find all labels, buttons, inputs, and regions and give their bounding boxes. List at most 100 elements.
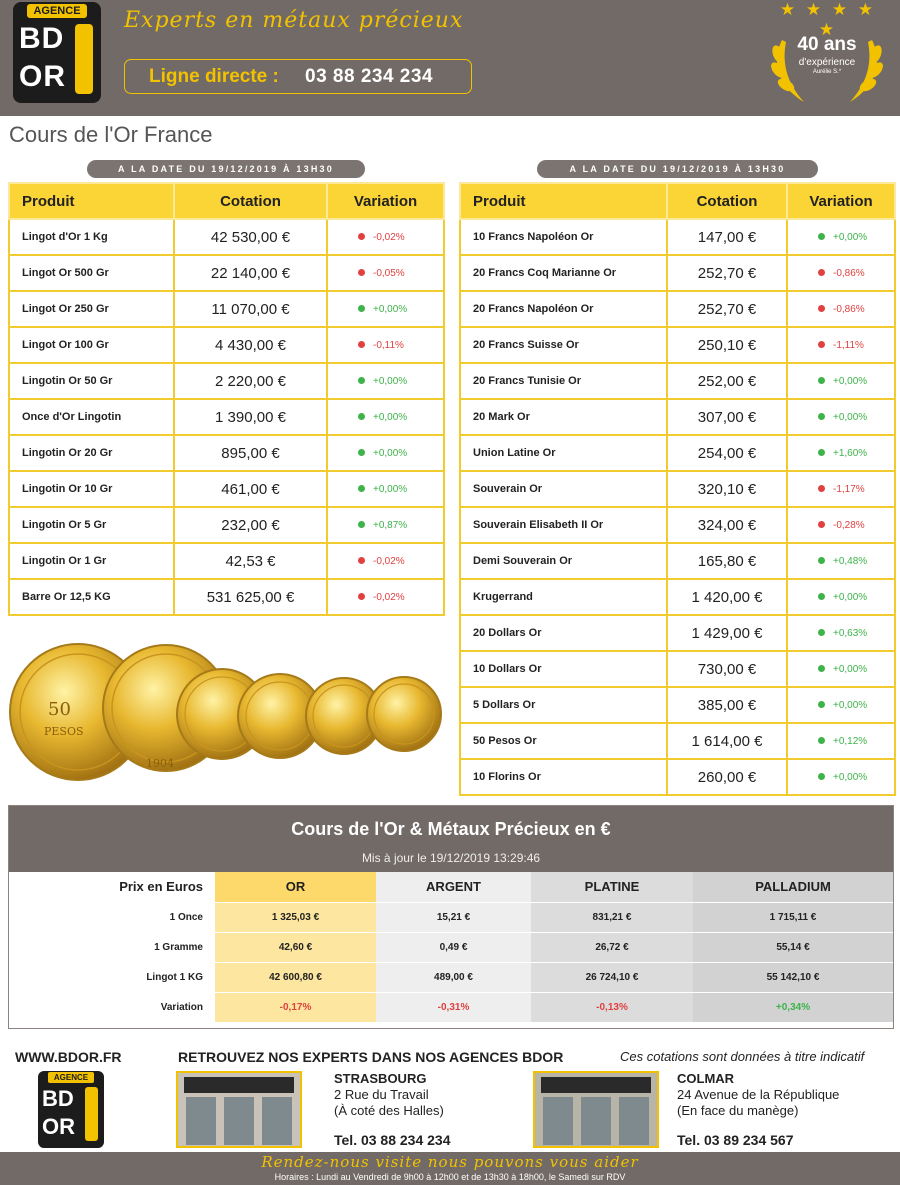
address-line: (À coté des Halles) [334, 1103, 444, 1118]
metal-price-or: 1 325,03 € [215, 902, 376, 933]
product-variation: +0,00% [786, 218, 896, 256]
metals-row: Lingot 1 KG 42 600,80 €489,00 €26 724,10 … [9, 962, 893, 993]
col-header-produit: Produit [459, 182, 668, 220]
col-header-argent: ARGENT [376, 872, 531, 903]
gold-bars-table: Produit Cotation Variation Lingot d'Or 1… [8, 182, 445, 616]
colmar-shop-photo [533, 1071, 659, 1148]
laurel-icon [771, 40, 883, 102]
logo-bd-text: BD [19, 22, 65, 55]
left-date-pill: A LA DATE DU 19/12/2019 À 13H30 [87, 160, 365, 178]
bdor-logo[interactable]: AGENCE BD OR [13, 2, 101, 103]
website-link[interactable]: WWW.BDOR.FR [15, 1049, 122, 1065]
product-variation: -0,05% [326, 254, 445, 292]
variation-value: +0,00% [833, 411, 868, 423]
product-name: 50 Pesos Or [459, 722, 668, 760]
strasbourg-shop-photo [176, 1071, 302, 1148]
col-header-cotation: Cotation [666, 182, 788, 220]
product-name: Union Latine Or [459, 434, 668, 472]
product-variation: +0,00% [786, 578, 896, 616]
metal-price-platine: 26 724,10 € [531, 962, 693, 993]
table-row: Souverain Elisabeth II Or 324,00 € -0,28% [459, 506, 896, 544]
table-row: 20 Francs Tunisie Or 252,00 € +0,00% [459, 362, 896, 400]
header-banner: AGENCE BD OR Experts en métaux précieux … [0, 0, 900, 116]
product-variation: -0,02% [326, 578, 445, 616]
variation-value: +0,48% [833, 555, 868, 567]
product-price: 307,00 € [666, 398, 788, 436]
product-variation: +0,63% [786, 614, 896, 652]
variation-value: +0,00% [833, 663, 868, 675]
product-variation: +0,00% [326, 434, 445, 472]
trend-dot-icon [818, 485, 825, 493]
opening-hours: Horaires : Lundi au Vendredi de 9h00 à 1… [274, 1172, 626, 1182]
address-line: 2 Rue du Travail [334, 1087, 429, 1102]
product-name: 5 Dollars Or [459, 686, 668, 724]
metal-price-platine: 831,21 € [531, 902, 693, 933]
col-header-prix: Prix en Euros [9, 872, 215, 903]
table-row: 20 Mark Or 307,00 € +0,00% [459, 398, 896, 436]
variation-value: -0,28% [833, 519, 865, 531]
product-name: Lingot Or 500 Gr [8, 254, 175, 292]
product-price: 22 140,00 € [173, 254, 328, 292]
direct-line-number[interactable]: 03 88 234 234 [305, 66, 434, 87]
stars-icon: ★ ★ ★ ★ ★ [779, 0, 877, 39]
variation-value: -0,02% [373, 591, 405, 603]
variation-value: +0,00% [373, 411, 408, 423]
table-row: Union Latine Or 254,00 € +1,60% [459, 434, 896, 472]
metals-table: Prix en Euros OR ARGENT PLATINE PALLADIU… [9, 872, 893, 1023]
table-row: Lingotin Or 50 Gr 2 220,00 € +0,00% [8, 362, 445, 400]
trend-dot-icon [818, 377, 825, 385]
product-price: 1 390,00 € [173, 398, 328, 436]
product-variation: +0,00% [326, 398, 445, 436]
trend-dot-icon [358, 557, 365, 565]
product-price: 320,10 € [666, 470, 788, 508]
table-row: Demi Souverain Or 165,80 € +0,48% [459, 542, 896, 580]
product-name: Barre Or 12,5 KG [8, 578, 175, 616]
product-price: 385,00 € [666, 686, 788, 724]
trend-dot-icon [358, 449, 365, 457]
metals-row: 1 Once 1 325,03 €15,21 €831,21 €1 715,11 … [9, 902, 893, 933]
logo-or-text: OR [19, 60, 66, 93]
tagline: Experts en métaux précieux [124, 8, 464, 33]
product-price: 147,00 € [666, 218, 788, 256]
product-variation: +0,48% [786, 542, 896, 580]
product-variation: +0,00% [786, 650, 896, 688]
variation-value: -0,02% [373, 555, 405, 567]
product-name: 20 Dollars Or [459, 614, 668, 652]
product-price: 895,00 € [173, 434, 328, 472]
footer-logo: AGENCE BD OR [38, 1071, 104, 1148]
col-header-variation: Variation [326, 182, 445, 220]
trend-dot-icon [358, 593, 365, 601]
table-row: 5 Dollars Or 385,00 € +0,00% [459, 686, 896, 724]
precious-metals-panel: Cours de l'Or & Métaux Précieux en € Mis… [8, 805, 894, 1029]
agency-tel-colmar[interactable]: Tel. 03 89 234 567 [677, 1132, 794, 1148]
table-header-row: Produit Cotation Variation [8, 182, 445, 220]
product-variation: -0,28% [786, 506, 896, 544]
direct-line-box[interactable]: Ligne directe : 03 88 234 234 [124, 59, 472, 94]
col-header-produit: Produit [8, 182, 175, 220]
table-row: Lingotin Or 1 Gr 42,53 € -0,02% [8, 542, 445, 580]
address-line: 24 Avenue de la République [677, 1087, 840, 1102]
metal-price-or: 42 600,80 € [215, 962, 376, 993]
variation-value: +0,00% [833, 591, 868, 603]
product-price: 1 614,00 € [666, 722, 788, 760]
trend-dot-icon [818, 449, 825, 457]
logo-gold-bar [75, 24, 93, 94]
metal-price-platine: -0,13% [531, 992, 693, 1023]
variation-value: -1,17% [833, 483, 865, 495]
agency-city-strasbourg: STRASBOURG [334, 1071, 427, 1086]
trend-dot-icon [818, 773, 825, 781]
agency-tel-strasbourg[interactable]: Tel. 03 88 234 234 [334, 1132, 451, 1148]
metals-header: Cours de l'Or & Métaux Précieux en € Mis… [9, 806, 893, 872]
coin-text: PESOS [44, 725, 84, 738]
table-row: Once d'Or Lingotin 1 390,00 € +0,00% [8, 398, 445, 436]
trend-dot-icon [818, 413, 825, 421]
visit-us-text: Rendez-nous visite nous pouvons vous aid… [261, 1153, 639, 1171]
table-row: Lingot Or 250 Gr 11 070,00 € +0,00% [8, 290, 445, 328]
col-header-cotation: Cotation [173, 182, 328, 220]
variation-value: +0,00% [373, 303, 408, 315]
product-name: Demi Souverain Or [459, 542, 668, 580]
variation-value: +0,63% [833, 627, 868, 639]
metals-row: 1 Gramme 42,60 €0,49 €26,72 €55,14 € [9, 932, 893, 963]
metal-price-argent: 0,49 € [376, 932, 531, 963]
metal-price-palladium: 55 142,10 € [693, 962, 893, 993]
